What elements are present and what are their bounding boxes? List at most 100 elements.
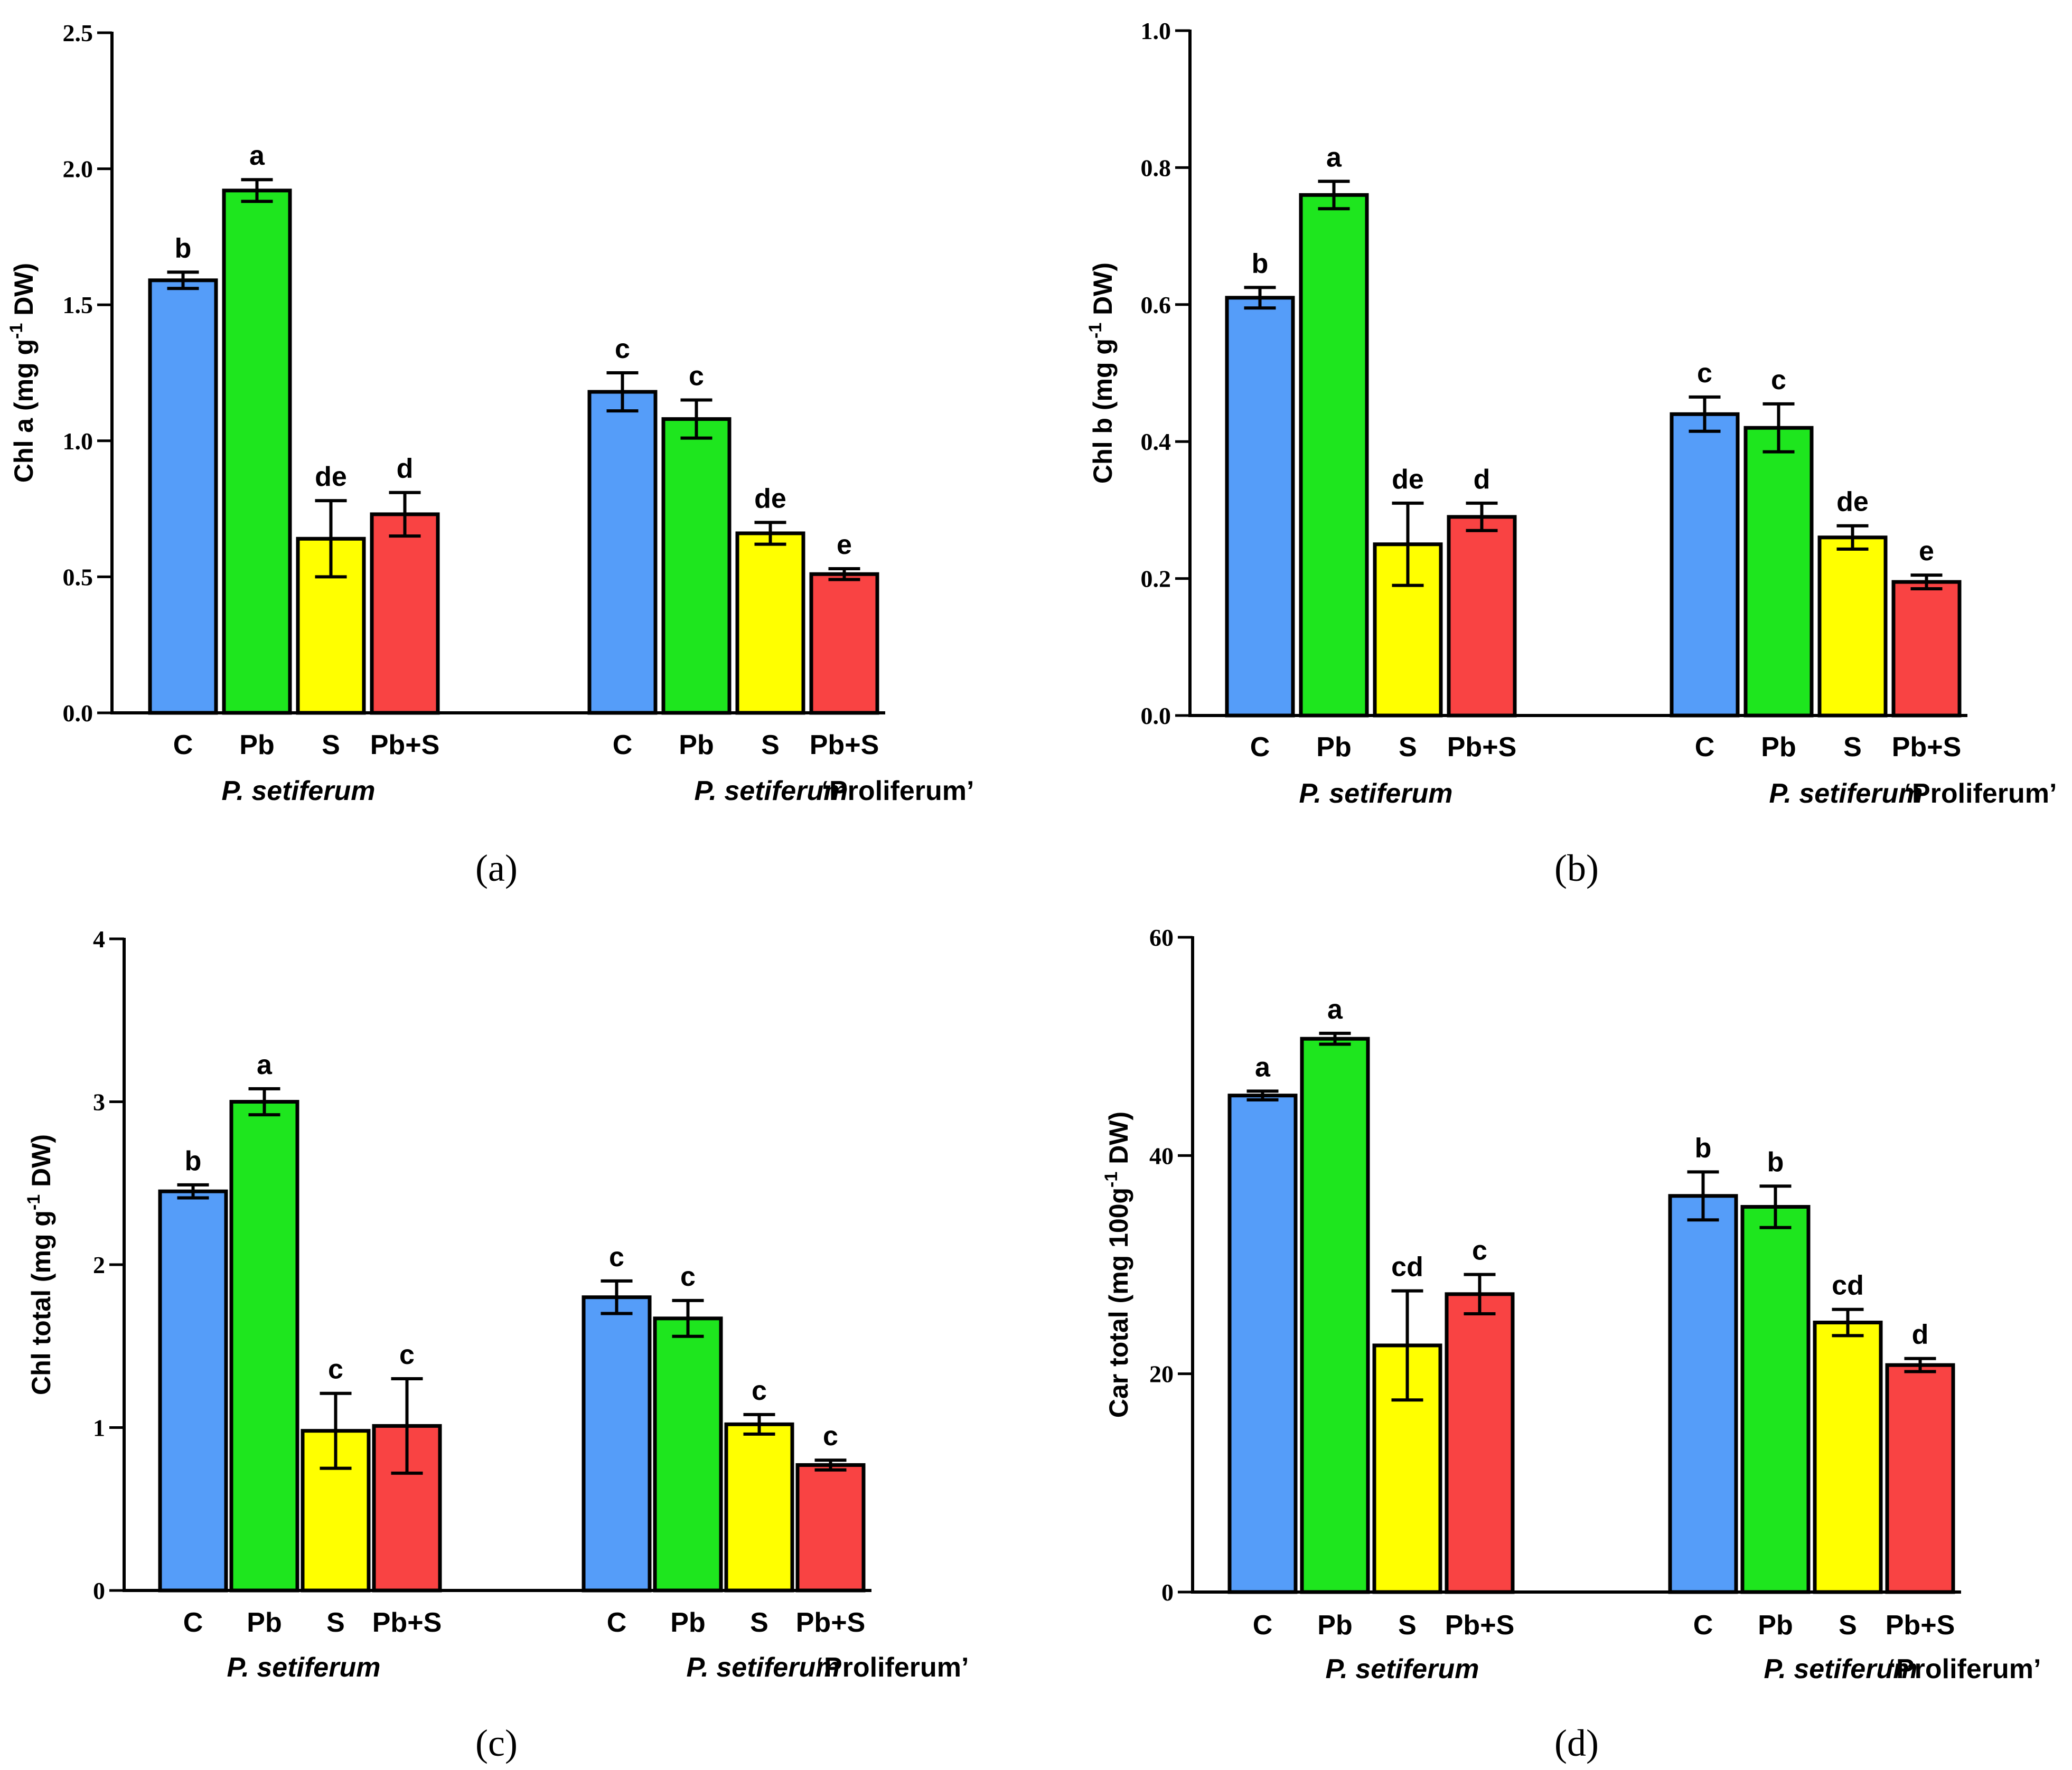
bar-c — [582, 1295, 652, 1593]
bar-pb — [1743, 426, 1814, 718]
y-tick-label: 0 — [1161, 1579, 1174, 1606]
bar-c — [1668, 1194, 1738, 1594]
bar-c — [1670, 412, 1740, 718]
y-tick-label: 40 — [1149, 1142, 1174, 1169]
y-tick-label: 0 — [93, 1577, 105, 1604]
bar-s — [735, 531, 805, 715]
y-axis-label: Chl total (mg g-1 DW) — [24, 1134, 56, 1395]
y-tick-label: 4 — [93, 926, 105, 953]
y-tick-label: 2.0 — [63, 156, 93, 183]
category-label: Pb+S — [810, 730, 879, 760]
significance-letter: b — [1767, 1147, 1784, 1178]
significance-letter: c — [752, 1376, 767, 1406]
category-label: Pb — [670, 1607, 705, 1638]
significance-letter: d — [1912, 1320, 1929, 1350]
category-label: S — [761, 730, 780, 760]
group-species-label: P. setiferum — [222, 776, 376, 806]
significance-letter: de — [1836, 487, 1869, 517]
significance-letter: c — [689, 361, 704, 392]
significance-letter: c — [1697, 358, 1712, 389]
y-axis-label: Chl b (mg g-1 DW) — [1085, 262, 1118, 484]
group-species-label: P. setiferum — [1326, 1654, 1479, 1684]
significance-letter: c — [823, 1421, 838, 1452]
bar-s — [296, 536, 366, 715]
category-label: C — [1250, 732, 1270, 762]
significance-letter: a — [1327, 994, 1343, 1025]
bar-c — [148, 278, 218, 715]
significance-letter: d — [1474, 464, 1490, 495]
bar-pb — [229, 1100, 299, 1593]
significance-letter: a — [257, 1050, 273, 1080]
significance-letter: d — [397, 454, 414, 484]
y-tick-label: 0.6 — [1141, 291, 1171, 318]
significance-letter: c — [615, 334, 630, 364]
significance-letter: b — [175, 233, 192, 263]
chart-panel-b: 0.0 0.2 0.4 0.6 0.8 1.0 Chl b (mg g-1 DW) b Ca Pb… — [1085, 17, 2057, 889]
significance-letter: e — [837, 530, 852, 560]
category-label: C — [607, 1607, 627, 1638]
y-tick-label: 20 — [1149, 1361, 1174, 1388]
group-cultivar-label: ‘Proliferum’ — [822, 776, 974, 806]
significance-letter: b — [1252, 248, 1269, 279]
significance-letter: c — [609, 1242, 624, 1273]
category-label: Pb+S — [1447, 732, 1517, 762]
category-label: Pb — [1316, 732, 1351, 762]
group-species-label: P. setiferum — [695, 776, 848, 806]
category-label: S — [1399, 732, 1417, 762]
panel-label: (a) — [475, 847, 518, 889]
y-axis-label: Car total (mg 100g-1 DW) — [1101, 1112, 1133, 1418]
bar-s — [1813, 1321, 1883, 1594]
bar-pb-plus-s — [372, 1424, 442, 1593]
chart-panel-a: 0.0 0.5 1.0 1.5 2.0 2.5 Chl a (mg g-1 DW) b Ca Pb… — [6, 20, 974, 889]
significance-letter: b — [1695, 1133, 1712, 1163]
panel-label: (c) — [475, 1722, 518, 1764]
bar-pb-plus-s — [1447, 515, 1517, 718]
category-label: Pb — [247, 1607, 282, 1638]
y-tick-label: 0.2 — [1141, 566, 1171, 592]
category-label: C — [183, 1607, 203, 1638]
bar-c — [587, 390, 658, 715]
y-tick-label: 0.0 — [1141, 702, 1171, 729]
category-label: S — [1843, 732, 1862, 762]
category-label: Pb+S — [1886, 1610, 1955, 1641]
y-tick-label: 1.0 — [63, 428, 93, 455]
y-tick-label: 1.5 — [63, 291, 93, 318]
group-species-label: P. setiferum — [1764, 1654, 1918, 1684]
y-tick-label: 0.5 — [63, 563, 93, 590]
significance-letter: cd — [1832, 1270, 1864, 1301]
significance-letter: b — [185, 1146, 202, 1176]
group-cultivar-label: ‘Proliferum’ — [817, 1652, 969, 1683]
significance-letter: c — [328, 1354, 343, 1385]
y-tick-label: 0.4 — [1141, 428, 1171, 455]
bar-c — [1225, 296, 1295, 718]
category-label: Pb — [679, 730, 714, 760]
significance-letter: a — [1255, 1052, 1271, 1082]
significance-letter: c — [1472, 1236, 1487, 1266]
significance-letter: de — [754, 483, 786, 514]
y-tick-label: 0.8 — [1141, 154, 1171, 181]
bar-c — [1227, 1094, 1298, 1594]
significance-letter: de — [315, 462, 347, 492]
group-species-label: P. setiferum — [1769, 778, 1923, 809]
category-label: S — [750, 1607, 768, 1638]
y-tick-label: 1.0 — [1141, 17, 1171, 44]
y-tick-label: 0.0 — [63, 700, 93, 727]
category-label: Pb+S — [370, 730, 440, 760]
significance-letter: c — [680, 1261, 696, 1292]
bar-pb-plus-s — [795, 1463, 866, 1593]
category-label: Pb+S — [372, 1607, 442, 1638]
y-tick-label: 1 — [93, 1415, 105, 1442]
y-tick-label: 60 — [1149, 924, 1174, 951]
category-label: S — [1839, 1610, 1857, 1641]
group-species-label: P. setiferum — [1299, 778, 1453, 809]
category-label: Pb+S — [796, 1607, 866, 1638]
category-label: Pb — [1758, 1610, 1793, 1641]
category-label: C — [173, 730, 193, 760]
y-tick-label: 2 — [93, 1251, 105, 1278]
chart-panel-c: 0 1 2 3 4 Chl total (mg g-1 DW) b Ca Pb c Sc Pb+S P.… — [24, 926, 969, 1764]
y-axis-label: Chl a (mg g-1 DW) — [6, 263, 39, 483]
category-label: C — [1253, 1610, 1273, 1641]
bar-pb-plus-s — [370, 512, 440, 715]
